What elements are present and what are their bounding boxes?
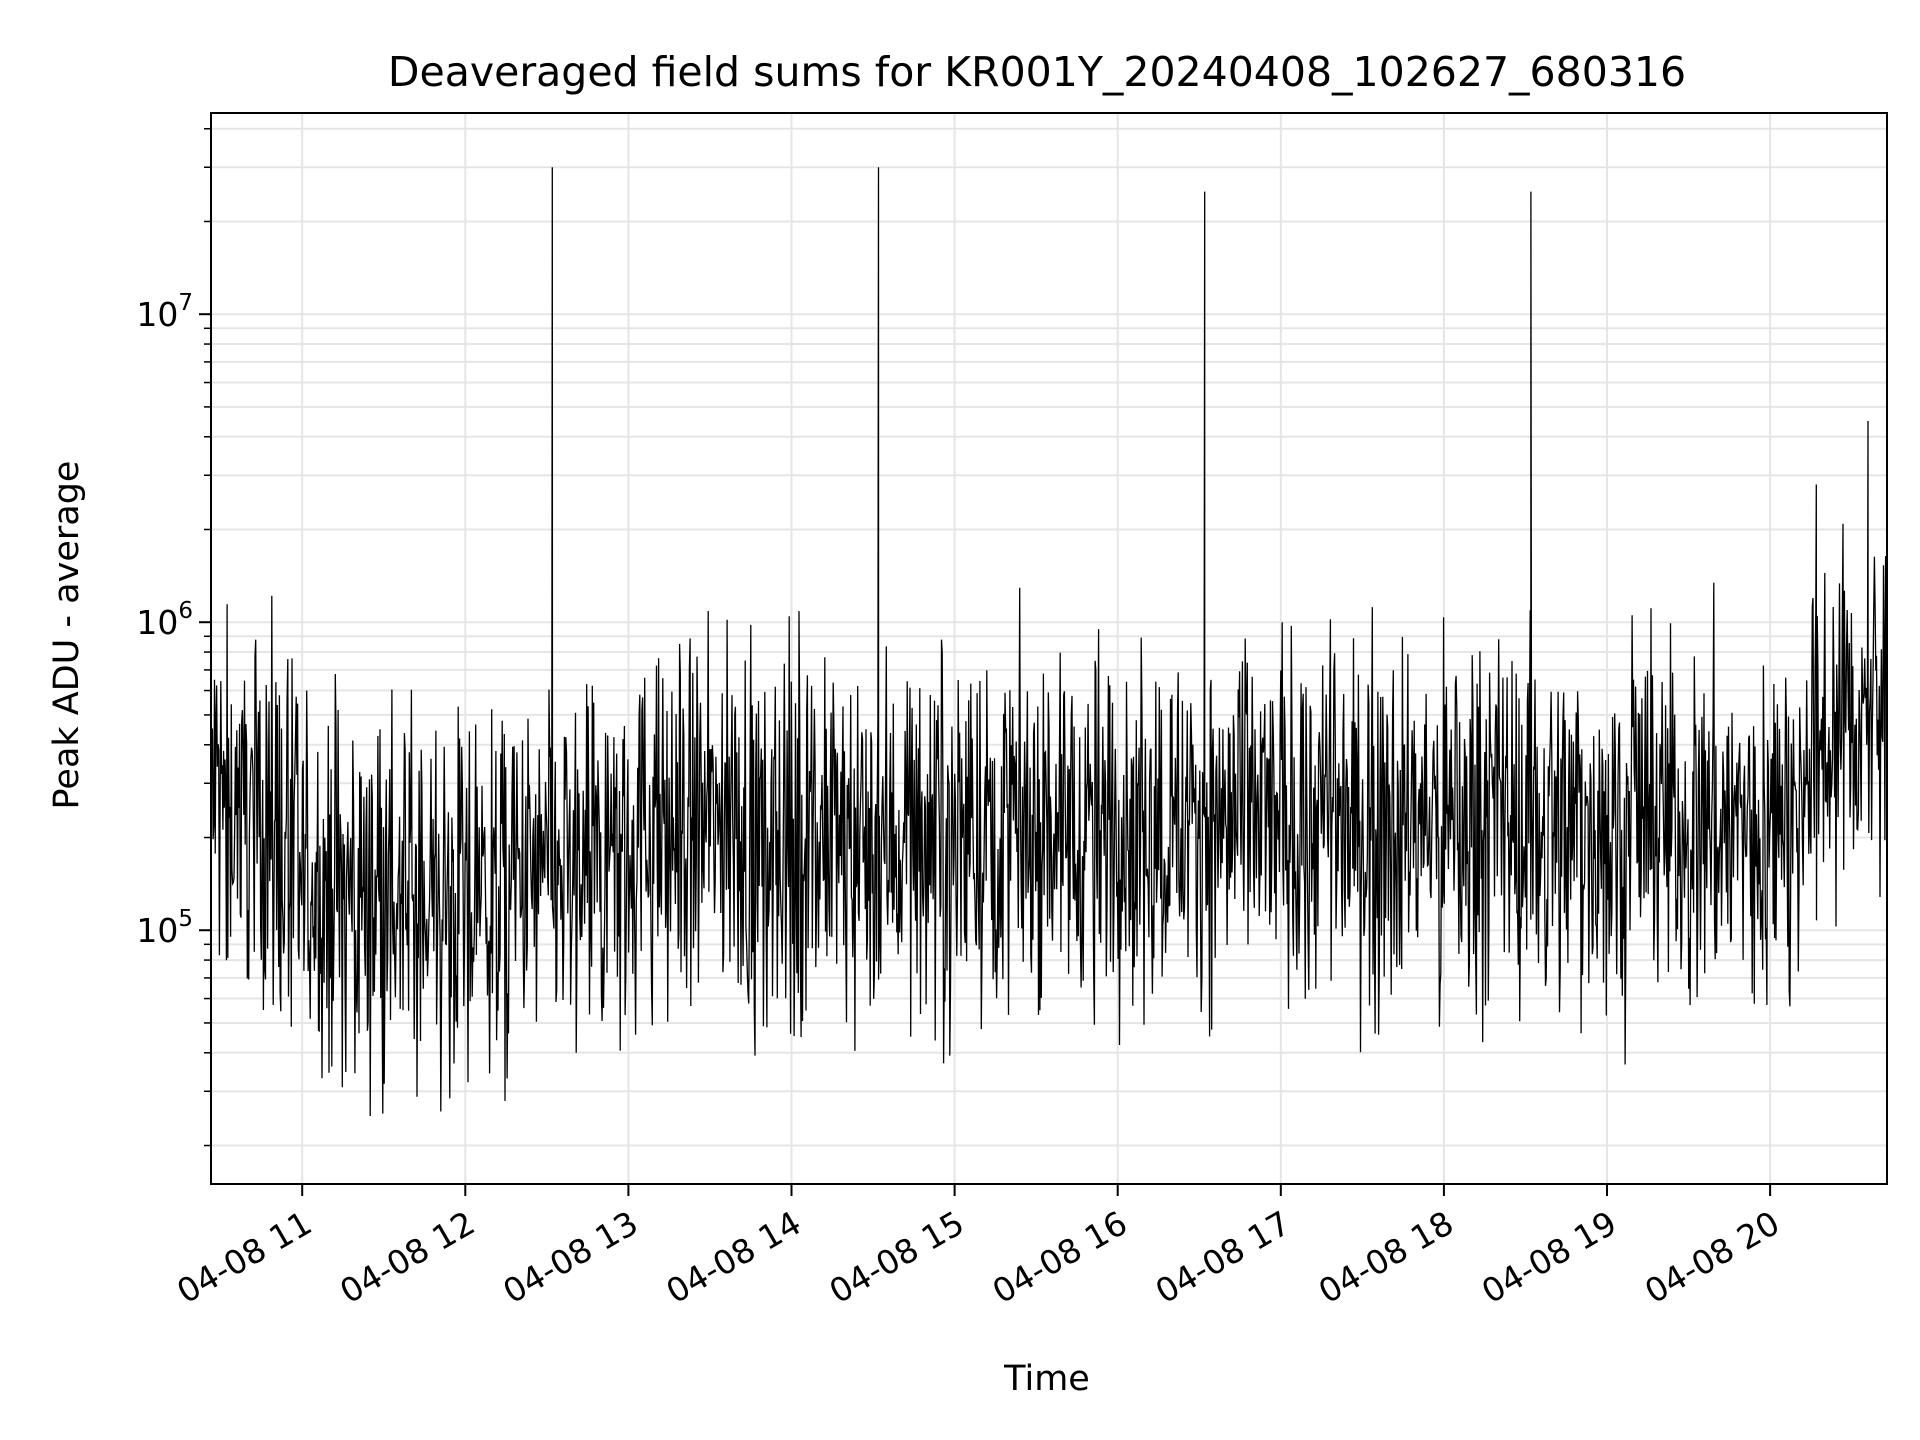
plot-frame (210, 112, 1888, 1185)
noise-layer (211, 167, 1887, 1117)
y-tick-label: 107 (136, 290, 193, 334)
series-line (211, 167, 1887, 1117)
y-axis-title: Peak ADU - average (47, 461, 87, 810)
y-tick-label: 105 (136, 906, 193, 950)
y-axis: 105 106 107 (136, 128, 211, 1147)
chart-title: Deaveraged field sums for KR001Y_2024040… (388, 48, 1686, 96)
y-tick-label: 106 (136, 598, 193, 642)
x-axis-title: Time (1003, 1359, 1090, 1399)
